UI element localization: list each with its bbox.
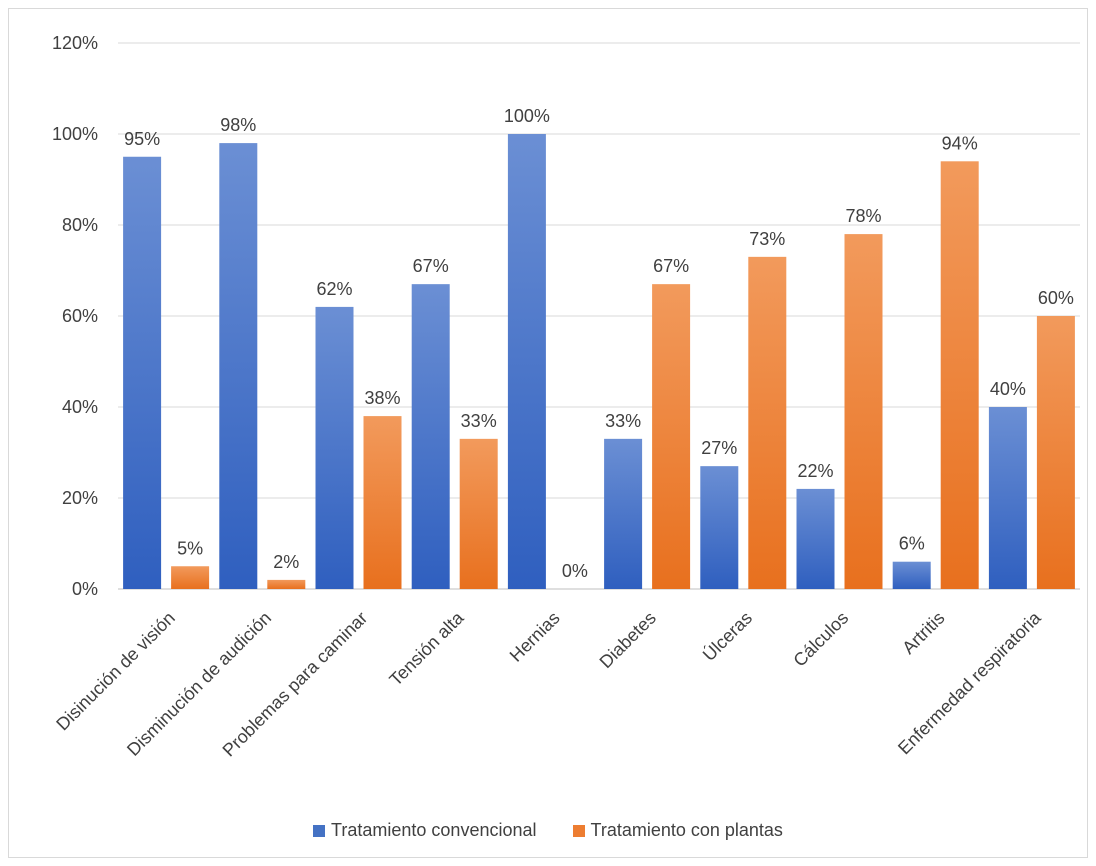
legend: Tratamiento convencional Tratamiento con… [0,820,1096,841]
bar-convencional [315,306,354,589]
data-label: 33% [605,411,641,431]
legend-swatch-plantas [572,824,585,837]
bar-convencional [507,134,546,589]
y-tick-label: 120% [52,33,98,53]
bar-convencional [700,466,739,589]
data-label: 0% [562,561,588,581]
bar-convencional [411,284,450,589]
x-tick-label: Diabetes [596,608,660,672]
bar-plantas [652,284,691,589]
gridlines [118,42,1080,590]
x-tick-label: Úlceras [698,607,756,665]
legend-label-convencional: Tratamiento convencional [331,820,537,840]
data-label: 100% [504,106,550,126]
bar-plantas [363,416,402,589]
data-label: 67% [653,256,689,276]
legend-label-plantas: Tratamiento con plantas [590,820,783,840]
data-label: 5% [177,538,203,558]
bar-plantas [1036,316,1075,589]
data-label: 38% [364,388,400,408]
x-tick-label: Artritis [898,608,948,658]
bar-plantas [459,438,498,589]
data-label: 67% [413,256,449,276]
y-tick-label: 60% [62,306,98,326]
y-tick-label: 0% [72,579,98,599]
y-tick-label: 20% [62,488,98,508]
legend-swatch-convencional [313,824,326,837]
data-label: 6% [899,534,925,554]
bars [123,134,1075,590]
data-label: 98% [220,115,256,135]
data-label: 27% [701,438,737,458]
bar-convencional [123,156,162,589]
data-label: 40% [990,379,1026,399]
data-label: 60% [1038,288,1074,308]
bar-plantas [844,234,883,589]
data-label: 78% [845,206,881,226]
bar-convencional [604,438,643,589]
data-label: 2% [273,552,299,572]
bar-convencional [219,143,258,589]
x-tick-label: Hernias [506,608,564,666]
y-tick-label: 100% [52,124,98,144]
bar-plantas [171,566,210,589]
data-label: 22% [797,461,833,481]
bar-convencional [892,561,931,589]
legend-item-plantas: Tratamiento con plantas [572,820,783,841]
data-label: 33% [461,411,497,431]
bar-convencional [988,407,1027,589]
data-label: 94% [942,133,978,153]
chart-frame [8,8,1088,858]
data-label: 95% [124,129,160,149]
bar-convencional [796,488,835,589]
bar-plantas [748,256,787,589]
y-tick-label: 40% [62,397,98,417]
data-label: 62% [316,279,352,299]
y-tick-label: 80% [62,215,98,235]
data-label: 73% [749,229,785,249]
y-axis: 0% 20% 40% 60% 80% 100% 120% [52,33,98,599]
x-tick-label: Cálculos [789,608,852,671]
legend-item-convencional: Tratamiento convencional [313,820,537,841]
bar-plantas [940,161,979,590]
data-labels: 95% 5% 98% 2% 62% 38% 67% 33% 100% 0% 33% 67% 27% 73%… [124,106,1074,581]
x-tick-label: Tensión alta [385,607,468,690]
bar-plantas [267,579,306,589]
